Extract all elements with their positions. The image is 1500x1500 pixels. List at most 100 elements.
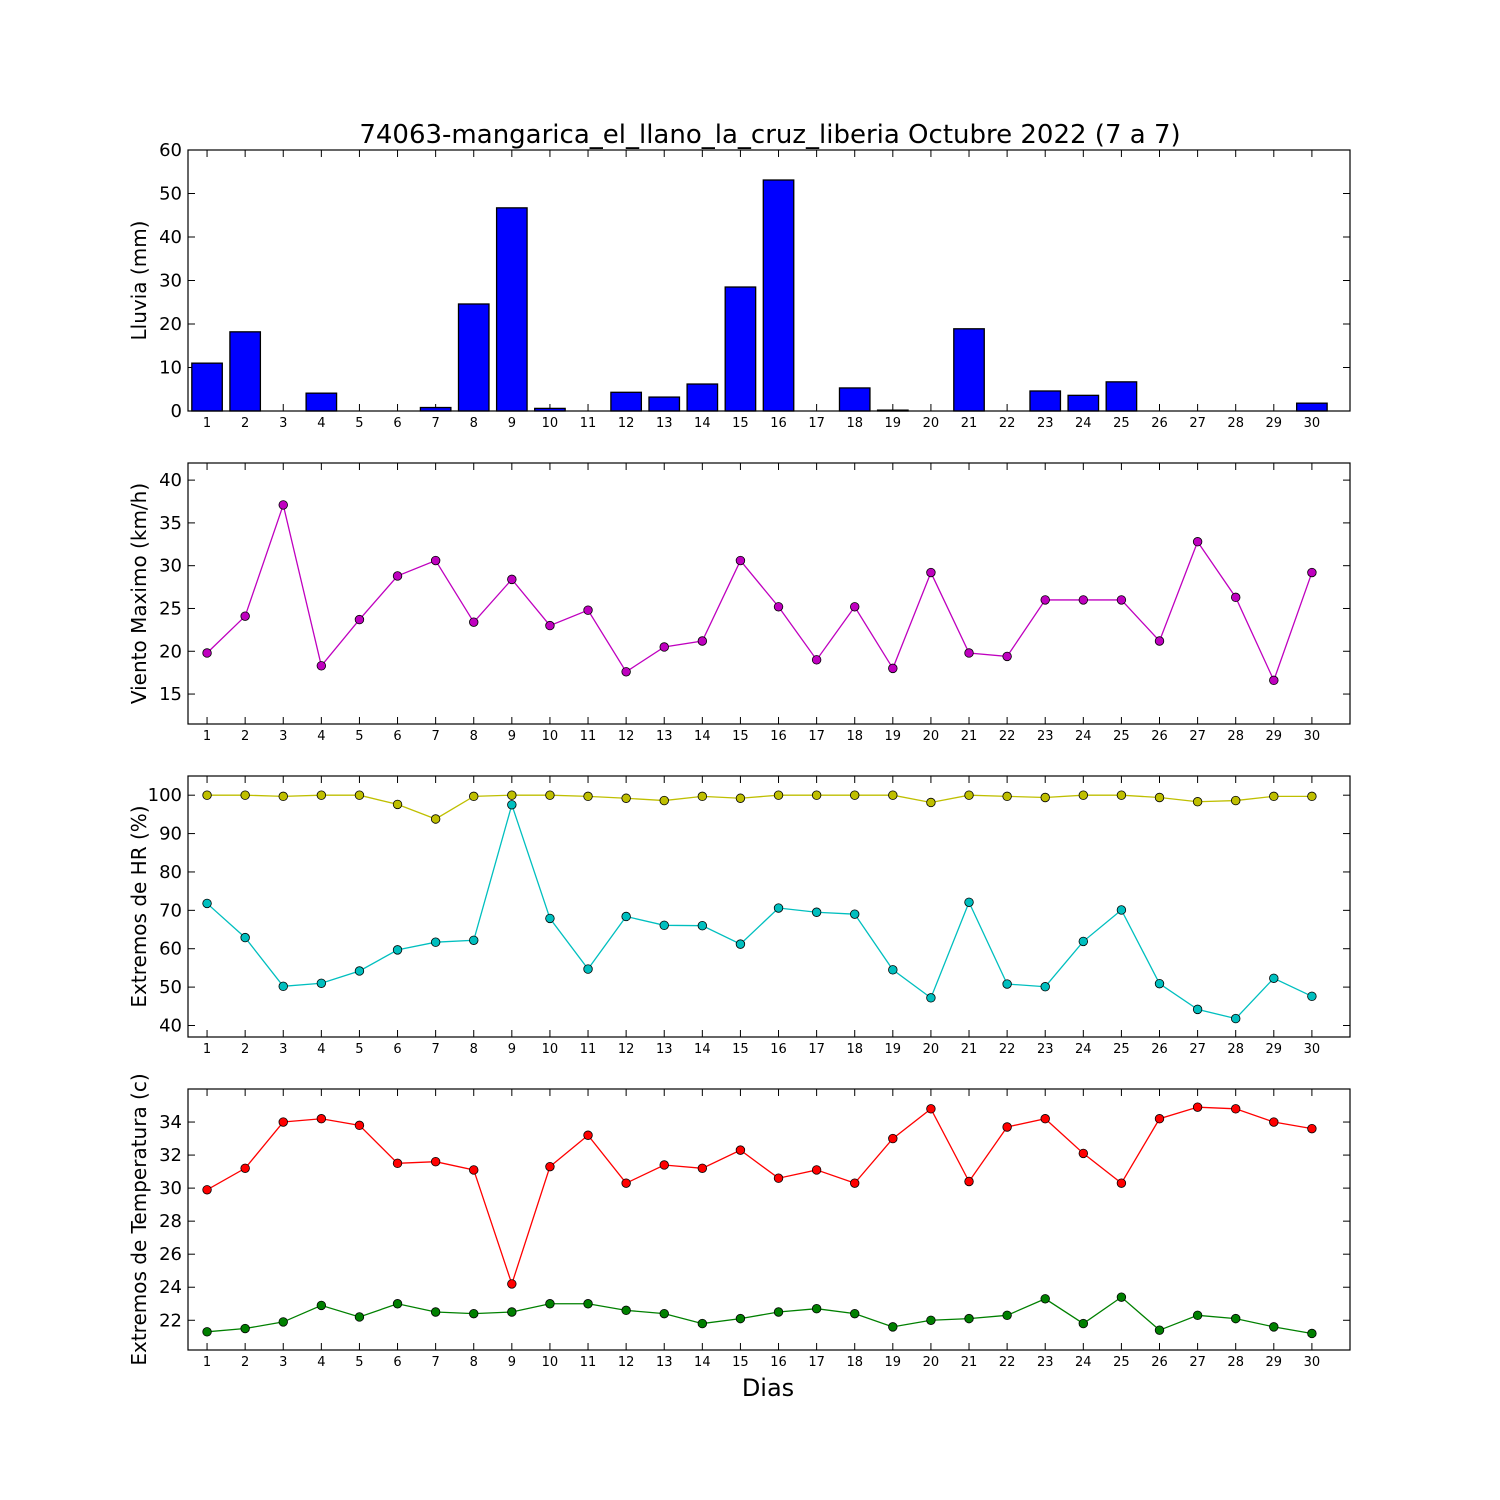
series-1-point-day-23	[1040, 792, 1050, 803]
series-2-point-day-2	[240, 932, 250, 943]
series-1-point-day-17	[811, 655, 822, 665]
plot-frame	[187, 775, 1351, 1038]
x-tick-label: 23	[1037, 416, 1054, 431]
series-2-point-day-6	[392, 945, 403, 955]
series-1-point-day-18	[850, 602, 860, 612]
series-2-point-day-29	[1269, 973, 1279, 983]
x-tick-label: 24	[1075, 729, 1092, 744]
series-2-point-day-24	[1078, 936, 1089, 947]
x-tick-label: 27	[1189, 416, 1206, 431]
x-tick-label: 29	[1266, 1355, 1283, 1370]
series-1-point-day-26	[1154, 792, 1165, 803]
y-tick-label: 15	[159, 684, 182, 705]
y-tick-label: 50	[159, 184, 182, 205]
x-tick-label: 14	[694, 1042, 711, 1057]
x-tick-label: 11	[580, 416, 597, 431]
series-1-point-day-19	[888, 1133, 898, 1144]
x-tick-label: 28	[1227, 416, 1244, 431]
y-axis-label: Extremos de Temperatura (c)	[127, 1073, 151, 1365]
series-1-point-day-19	[888, 663, 898, 674]
x-tick-label: 12	[618, 1042, 635, 1057]
x-tick-label: 25	[1113, 729, 1130, 744]
y-tick-label: 28	[159, 1211, 182, 1232]
y-tick-label: 35	[159, 513, 182, 534]
series-1-point-day-15	[735, 555, 746, 566]
series-2-point-day-19	[888, 1322, 898, 1332]
x-tick-label: 7	[431, 729, 439, 744]
series-2-line	[206, 802, 1313, 1020]
series-2-point-day-21	[964, 897, 974, 907]
x-tick-label: 17	[808, 416, 825, 431]
series-1-point-day-18	[850, 1178, 860, 1188]
x-tick-label: 24	[1075, 1355, 1092, 1370]
x-tick-label: 8	[470, 1355, 478, 1370]
series-1-point-day-18	[850, 790, 860, 800]
x-tick-label: 17	[808, 729, 825, 744]
x-tick-label: 12	[618, 729, 635, 744]
series-2-point-day-27	[1192, 1004, 1203, 1015]
x-tick-label: 26	[1151, 1042, 1168, 1057]
series-1-line	[206, 502, 1313, 683]
series-2-point-day-22	[1002, 979, 1012, 989]
series-1-point-day-11	[583, 605, 593, 615]
series-1-point-day-28	[1231, 592, 1241, 603]
x-tick-label: 2	[241, 1355, 249, 1370]
x-tick-label: 9	[508, 729, 516, 744]
y-tick-label: 34	[159, 1112, 182, 1133]
series-1-point-day-7	[430, 814, 441, 824]
series-1-point-day-28	[1231, 795, 1241, 806]
series-1-point-day-6	[392, 571, 403, 581]
x-tick-label: 17	[808, 1042, 825, 1057]
series-2-point-day-18	[850, 1308, 860, 1319]
series-1-point-day-27	[1192, 797, 1203, 807]
series-2-point-day-4	[316, 978, 327, 988]
x-tick-label: 22	[999, 1355, 1016, 1370]
series-1-point-day-23	[1040, 1114, 1050, 1124]
x-tick-label: 11	[580, 1042, 597, 1057]
series-1-point-day-4	[316, 661, 327, 671]
x-tick-label: 10	[542, 1042, 559, 1057]
x-tick-label: 28	[1227, 1042, 1244, 1057]
series-2-point-day-26	[1154, 1325, 1165, 1335]
x-tick-label: 29	[1266, 1042, 1283, 1057]
x-tick-label: 29	[1266, 729, 1283, 744]
x-tick-label: 9	[508, 416, 516, 431]
series-1-point-day-10	[545, 790, 555, 800]
series-1-point-day-11	[583, 791, 593, 802]
x-tick-label: 18	[846, 729, 863, 744]
x-tick-label: 21	[961, 729, 978, 744]
series-1-point-day-3	[278, 500, 288, 510]
series-1-point-day-24	[1078, 595, 1089, 605]
series-2-point-day-8	[469, 1308, 479, 1319]
x-tick-label: 22	[999, 729, 1016, 744]
series-1-point-day-5	[354, 1120, 365, 1131]
x-tick-label: 30	[1304, 416, 1321, 431]
x-tick-label: 13	[656, 729, 673, 744]
x-tick-label: 21	[961, 416, 978, 431]
x-tick-label: 23	[1037, 1042, 1054, 1057]
x-tick-label: 6	[393, 729, 401, 744]
series-1-point-day-12	[621, 1178, 631, 1188]
series-2-point-day-1	[202, 898, 212, 909]
series-1-point-day-26	[1154, 1114, 1165, 1124]
x-tick-label: 21	[961, 1042, 978, 1057]
x-tick-label: 18	[846, 416, 863, 431]
series-1-point-day-3	[278, 791, 288, 802]
y-tick-label: 0	[171, 401, 182, 422]
x-tick-label: 30	[1304, 1355, 1321, 1370]
x-tick-label: 13	[656, 1042, 673, 1057]
series-1-point-day-13	[659, 642, 669, 652]
series-1-point-day-14	[697, 636, 708, 646]
series-1-point-day-3	[278, 1117, 288, 1127]
series-1-point-day-7	[430, 1156, 441, 1167]
x-tick-label: 10	[542, 416, 559, 431]
series-2-point-day-9	[507, 800, 517, 810]
series-2-point-day-28	[1231, 1313, 1241, 1324]
x-tick-label: 3	[279, 1042, 287, 1057]
series-1-point-day-17	[811, 790, 822, 800]
bar-day-13	[648, 396, 681, 412]
series-1-point-day-14	[697, 1163, 708, 1173]
